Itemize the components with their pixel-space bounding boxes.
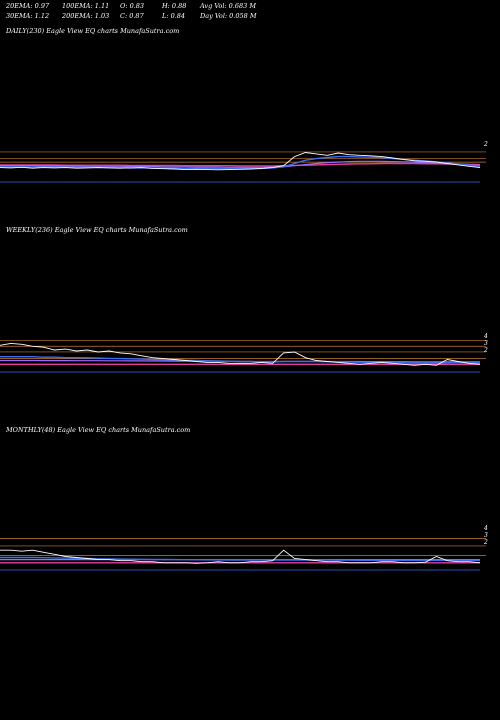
stats-header: 20EMA: 0.97 100EMA: 1.11 O: 0.83 H: 0.88… (0, 0, 500, 30)
monthly-panel-title: MONTHLY(48) Eagle View EQ charts MunafaS… (6, 426, 191, 434)
ema100-stat: 100EMA: 1.11 (62, 2, 110, 10)
ema-slow-line (0, 162, 481, 167)
ema-mid-line (0, 160, 481, 168)
daily-panel-title: DAILY(230) Eagle View EQ charts MunafaSu… (6, 27, 180, 35)
day-vol-stat: Day Vol: 0.058 M (200, 12, 257, 20)
price-line (0, 152, 481, 171)
y-axis-label: 2 (483, 141, 488, 148)
ema200-stat: 200EMA: 1.03 (62, 12, 110, 20)
close-stat: C: 0.87 (120, 12, 144, 20)
weekly-panel-title: WEEKLY(236) Eagle View EQ charts MunafaS… (6, 226, 188, 234)
low-stat: L: 0.84 (162, 12, 186, 20)
ema-fast-line (0, 355, 481, 364)
price-line (0, 549, 481, 564)
y-axis-label: 2 (483, 347, 488, 354)
price-line (0, 342, 481, 366)
y-axis-label: 3 (484, 340, 488, 347)
weekly-chart: 432 (0, 333, 488, 373)
high-stat: H: 0.88 (162, 2, 187, 10)
open-stat: O: 0.83 (120, 2, 145, 10)
ema-fast-line (0, 556, 480, 562)
monthly-chart: 432 (0, 525, 488, 571)
y-axis-label: 4 (483, 333, 488, 340)
daily-chart: 2 (0, 141, 488, 183)
ema30-stat: 30EMA: 1.12 (6, 12, 50, 20)
y-axis-label: 3 (484, 532, 488, 539)
y-axis-label: 2 (483, 539, 488, 546)
ema20-stat: 20EMA: 0.97 (6, 2, 50, 10)
y-axis-label: 4 (483, 525, 488, 532)
avg-vol-stat: Avg Vol: 0.683 M (200, 2, 257, 10)
